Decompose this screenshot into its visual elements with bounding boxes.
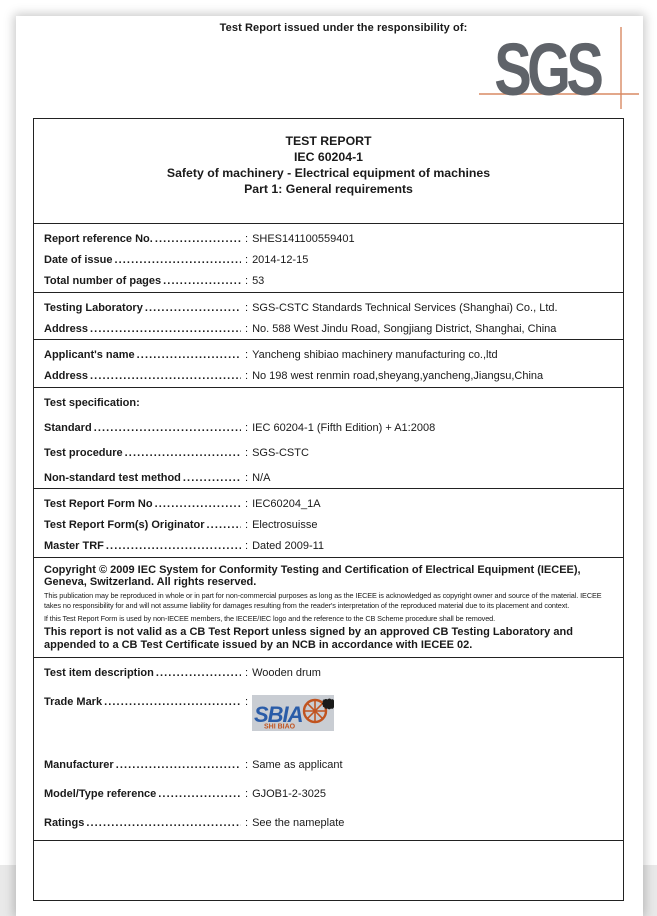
svg-text:SHI BIAO: SHI BIAO bbox=[264, 723, 296, 730]
svg-text:SGS: SGS bbox=[494, 29, 602, 109]
